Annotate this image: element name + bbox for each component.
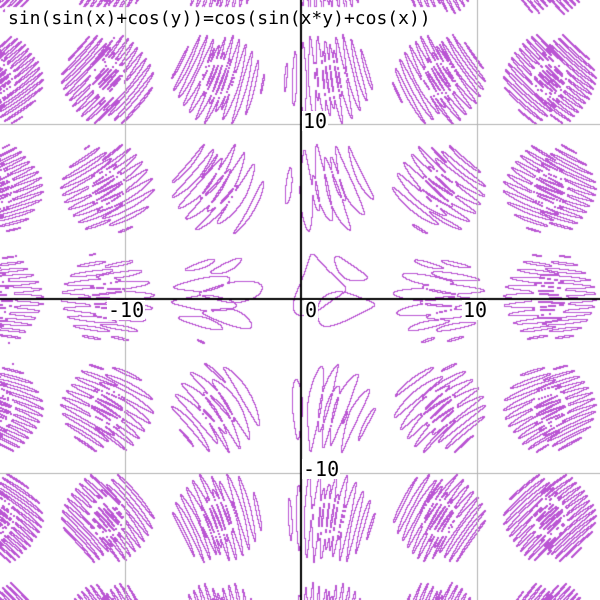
y-axis-tick-label-10: 10 (302, 109, 329, 133)
x-axis-tick-label-10: 10 (462, 298, 489, 322)
x-axis-tick-label-minus10: -10 (107, 298, 146, 322)
y-axis-tick-label-minus10: -10 (302, 457, 341, 481)
plot-title-equation: sin(sin(x)+cos(y))=cos(sin(x*y)+cos(x)) (8, 8, 431, 29)
x-axis-tick-label-0: 0 (304, 298, 319, 322)
